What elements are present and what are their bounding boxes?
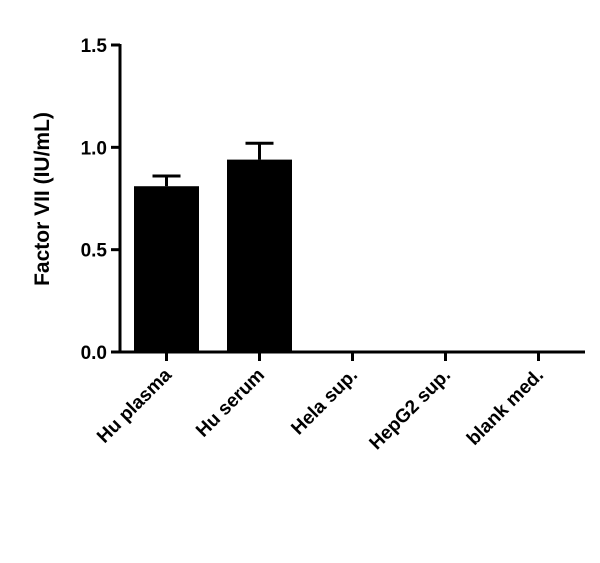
y-axis-title: Factor VII (IU/mL) bbox=[31, 112, 54, 286]
y-tick-label: 0.5 bbox=[81, 241, 108, 262]
x-category-label: Hu serum bbox=[192, 365, 269, 442]
error-bars-group bbox=[152, 141, 274, 187]
error-bar bbox=[245, 141, 274, 160]
y-tick-label: 0.0 bbox=[81, 343, 107, 364]
error-bar bbox=[152, 174, 181, 187]
x-category-label: Hela sup. bbox=[287, 365, 362, 440]
x-ticks-group bbox=[165, 352, 540, 361]
y-tick-label: 1.0 bbox=[81, 138, 107, 159]
bar bbox=[227, 159, 292, 352]
x-tick-labels: Hu plasma Hu serum Hela sup. HepG2 sup. blan… bbox=[93, 364, 548, 454]
y-ticks-group bbox=[111, 43, 120, 354]
y-tick-labels: 0.0 0.5 1.0 1.5 bbox=[81, 36, 108, 364]
x-category-label: HepG2 sup. bbox=[366, 365, 456, 455]
x-category-label: blank med. bbox=[463, 365, 548, 450]
y-tick-label: 1.5 bbox=[81, 36, 108, 57]
bars-group bbox=[134, 159, 292, 352]
bar bbox=[134, 186, 199, 352]
x-category-label: Hu plasma bbox=[93, 364, 176, 447]
